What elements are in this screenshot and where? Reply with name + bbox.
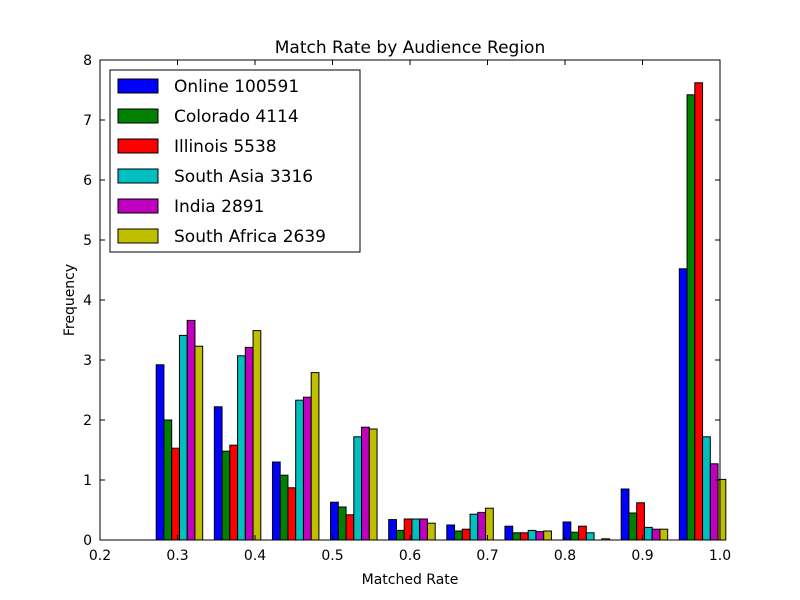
bar: [659, 528, 669, 541]
y-tick-label: 6: [83, 173, 92, 189]
bar: [345, 514, 355, 541]
y-tick-label: 4: [83, 293, 92, 309]
bar: [570, 531, 580, 541]
legend-swatch: [117, 198, 159, 214]
chart-title: Match Rate by Audience Region: [275, 38, 545, 58]
bar: [337, 506, 347, 541]
bar: [469, 513, 479, 541]
bar: [686, 94, 696, 541]
legend-label: Illinois 5538: [174, 137, 277, 157]
bar: [426, 522, 436, 541]
bar: [403, 518, 413, 541]
bar: [620, 488, 630, 541]
bar: [237, 355, 246, 541]
x-tick-label: 0.9: [631, 548, 653, 564]
bar: [244, 346, 254, 541]
bar: [709, 463, 719, 541]
bar: [271, 461, 281, 541]
x-tick-label: 0.5: [321, 548, 343, 564]
bar: [419, 518, 428, 541]
bar: [636, 502, 645, 541]
bar: [527, 529, 537, 541]
bars-group: [155, 82, 727, 541]
x-axis-title: Matched Rate: [362, 572, 459, 588]
legend-swatch: [117, 108, 159, 124]
legend: Online 100591 Colorado 4114 Illinois 5538 S…: [109, 69, 361, 253]
bar: [287, 487, 297, 541]
legend-box: [109, 69, 361, 253]
legend-swatch: [117, 168, 159, 184]
x-tick-label: 0.3: [166, 548, 188, 564]
bar: [485, 507, 494, 541]
bar: [310, 372, 320, 541]
legend-swatch: [117, 228, 159, 244]
bar: [643, 526, 653, 541]
bar: [535, 531, 545, 541]
bar: [504, 525, 514, 541]
bar: [585, 532, 595, 541]
bar: [446, 524, 456, 541]
bar: [562, 521, 572, 541]
bar: [702, 436, 711, 541]
y-tick-label: 2: [83, 413, 92, 429]
y-tick-label: 0: [83, 533, 92, 549]
x-tick-label: 0.7: [476, 548, 498, 564]
bar: [395, 529, 405, 541]
bar: [171, 447, 180, 541]
legend-label: South Asia 3316: [174, 167, 313, 187]
bar: [461, 528, 471, 541]
bar: [163, 419, 173, 541]
legend-label: Online 100591: [174, 77, 299, 97]
bar: [717, 478, 727, 541]
bar: [353, 436, 363, 541]
x-tick-label: 0.8: [554, 548, 576, 564]
legend-swatch: [117, 78, 159, 94]
bar: [694, 82, 704, 541]
bar: [454, 530, 463, 541]
bar: [578, 525, 587, 541]
bar: [155, 364, 165, 541]
legend-label: South Africa 2639: [174, 227, 326, 247]
bar: [295, 399, 304, 541]
ticks-group: 0.2 0.3 0.4 0.5 0.6 0.7 0.8 0.9 1.0 0 1 2 3 4 5 6 7 8: [83, 53, 731, 564]
x-tick-label: 0.6: [399, 548, 421, 564]
x-tick-label: 0.2: [89, 548, 111, 564]
bar: [628, 512, 638, 541]
y-tick-label: 1: [83, 473, 92, 489]
y-tick-label: 7: [83, 113, 92, 129]
legend-label: Colorado 4114: [174, 107, 299, 127]
bar: [368, 428, 378, 541]
y-axis-title: Frequency: [62, 264, 78, 336]
bar: [229, 444, 239, 541]
y-tick-label: 3: [83, 353, 92, 369]
bar: [194, 345, 204, 541]
bar: [221, 450, 231, 541]
bar: [651, 528, 661, 541]
y-tick-label: 8: [83, 53, 92, 69]
bar: [178, 334, 188, 541]
bar: [252, 330, 262, 541]
bar: [186, 319, 196, 541]
bar: [330, 501, 339, 541]
bar: [213, 406, 223, 541]
bar: [678, 268, 688, 541]
bar: [477, 511, 487, 541]
bar: [279, 474, 289, 541]
bar: [543, 530, 552, 541]
x-tick-label: 0.4: [244, 548, 266, 564]
bar: [388, 519, 397, 541]
bar: [361, 426, 370, 541]
bar: [519, 532, 529, 541]
y-tick-label: 5: [83, 233, 92, 249]
bar: [512, 532, 521, 541]
bar: [302, 396, 312, 541]
bar: [411, 518, 421, 541]
legend-label: India 2891: [174, 197, 264, 217]
x-tick-label: 1.0: [709, 548, 731, 564]
legend-swatch: [117, 138, 159, 154]
